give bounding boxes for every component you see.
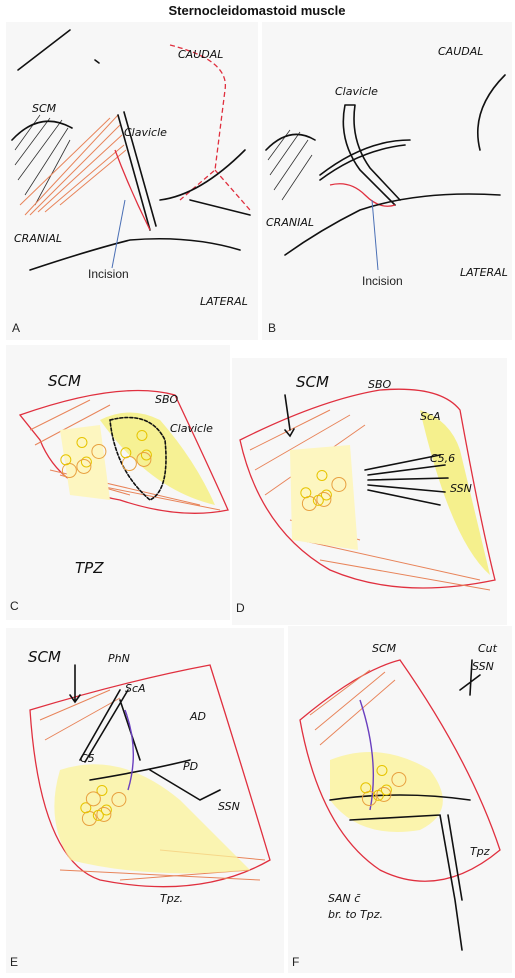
annotation: SSN: [450, 482, 472, 495]
annotation: Cut: [478, 642, 498, 655]
annotation: CRANIAL: [14, 232, 62, 245]
fat-lobule: [85, 791, 101, 807]
annotation: SCM: [372, 642, 397, 655]
sketch-e: [29, 664, 271, 888]
annotation: Clavicle: [124, 126, 167, 139]
annotation: CAUDAL: [178, 48, 223, 61]
fat-lobule: [320, 489, 332, 501]
annotation: PD: [183, 760, 198, 773]
panel-label: D: [236, 601, 245, 615]
annotation: LATERAL: [460, 266, 508, 279]
panel-label: F: [292, 955, 299, 969]
annotation: CRANIAL: [266, 216, 314, 229]
annotation: Clavicle: [170, 422, 213, 435]
fat-lobule: [136, 429, 148, 441]
panel-label: A: [12, 321, 20, 335]
annotation: Tpz.: [160, 892, 183, 905]
annotation: ScA: [420, 410, 441, 423]
panel-label: B: [268, 321, 276, 335]
annotation: SCM: [296, 373, 329, 391]
annotation: Incision: [88, 267, 129, 281]
fat-lobule: [120, 447, 132, 459]
annotation: SSN: [472, 660, 494, 673]
pointer: [111, 199, 126, 269]
fat-lobule: [76, 436, 88, 448]
sketch-c: [18, 389, 229, 514]
fat-lobule: [80, 456, 92, 468]
annotation: SSN: [218, 800, 240, 813]
sketch-b: [265, 74, 506, 271]
fat-lobule: [331, 476, 347, 492]
annotation: C5,6: [430, 452, 455, 465]
pointer: [371, 199, 379, 271]
panel-b: [262, 22, 512, 340]
fat-lobule: [140, 449, 152, 461]
fat-lobule: [316, 469, 328, 481]
fat-lobule: [111, 791, 127, 807]
fat-lobule: [80, 802, 92, 814]
annotation: SAN c̄: [328, 892, 361, 905]
annotation: Incision: [362, 274, 403, 288]
fat-lobule: [316, 491, 332, 507]
annotation: AD: [189, 710, 206, 723]
panel-label: E: [10, 955, 18, 969]
annotation: SBO: [155, 393, 179, 406]
fat-lobule: [100, 804, 112, 816]
annotation: SBO: [368, 378, 392, 391]
fat-lobule: [372, 789, 384, 801]
annotation: C5: [80, 752, 95, 765]
fat-lobule: [96, 784, 108, 796]
fat-lobule: [312, 494, 324, 506]
panel-label: C: [10, 599, 19, 613]
annotation: TPZ: [75, 559, 104, 577]
sketch-d: [239, 388, 496, 591]
fat-lobule: [360, 782, 372, 794]
annotation: ScA: [125, 682, 146, 695]
fat-lobule: [376, 764, 388, 776]
fat-lobule: [391, 771, 407, 787]
annotation: SCM: [48, 372, 81, 390]
annotation: LATERAL: [200, 295, 248, 308]
annotation: br. to Tpz.: [328, 908, 383, 921]
annotation: Tpz: [470, 845, 490, 858]
fat-lobule: [136, 451, 152, 467]
fat-lobule: [76, 458, 92, 474]
fat-lobule: [96, 806, 112, 822]
annotation: CAUDAL: [438, 45, 483, 58]
fat-lobule: [92, 809, 104, 821]
annotation: PhN: [108, 652, 130, 665]
annotation: SCM: [28, 648, 61, 666]
sketch-f: [299, 659, 501, 951]
sketch-a: [11, 29, 251, 271]
fat-lobule: [60, 454, 72, 466]
fat-lobule: [376, 786, 392, 802]
fat-lobule: [91, 443, 107, 459]
fat-lobule: [380, 784, 392, 796]
title: Sternocleidomastoid muscle: [169, 3, 346, 18]
annotation: Clavicle: [335, 85, 378, 98]
fat-lobule: [300, 487, 312, 499]
annotation: SCM: [32, 102, 57, 115]
